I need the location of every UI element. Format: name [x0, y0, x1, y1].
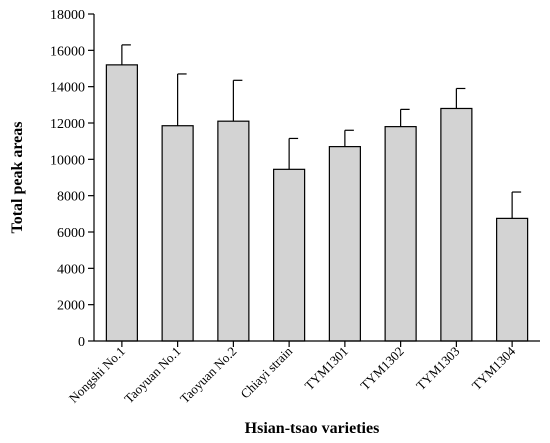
y-tick-label: 10000	[50, 153, 85, 168]
bar	[496, 217, 529, 342]
bar	[105, 64, 138, 342]
bar	[384, 126, 417, 342]
x-tick-label: Chiayi strain	[237, 343, 295, 401]
x-tick-label: Taoyuan No.2	[177, 344, 240, 407]
bar	[161, 125, 194, 342]
x-axis-label: Hsian-tsao varieties	[245, 420, 380, 437]
x-tick-label: TYM1301	[302, 344, 351, 393]
y-ticks-layer: 0 2000 4000 6000 8000 10000 12000 14000 16000 180…	[50, 8, 94, 350]
x-tick-label: TYM1304	[469, 343, 519, 393]
y-tick-label: 18000	[50, 8, 85, 23]
bar	[328, 146, 361, 342]
y-tick-label: 14000	[50, 81, 85, 96]
y-tick-label: 4000	[57, 262, 85, 277]
y-tick-label: 2000	[57, 299, 85, 314]
x-tick-label: Nongshi No.1	[66, 344, 128, 406]
y-tick-label: 0	[78, 335, 85, 350]
y-tick-label: 12000	[50, 117, 85, 132]
y-tick-label: 16000	[50, 44, 85, 59]
x-tick-label: TYM1303	[413, 344, 462, 393]
bar	[273, 168, 306, 342]
error-bars-layer	[121, 44, 522, 219]
bar	[217, 120, 250, 342]
y-tick-label: 6000	[57, 226, 85, 241]
bar	[440, 107, 473, 342]
y-axis-label: Total peak areas	[9, 121, 26, 233]
x-tick-label: TYM1302	[357, 344, 406, 393]
bars-layer	[105, 64, 529, 342]
y-tick-label: 8000	[57, 190, 85, 205]
x-tick-label: Taoyuan No.1	[121, 344, 184, 407]
